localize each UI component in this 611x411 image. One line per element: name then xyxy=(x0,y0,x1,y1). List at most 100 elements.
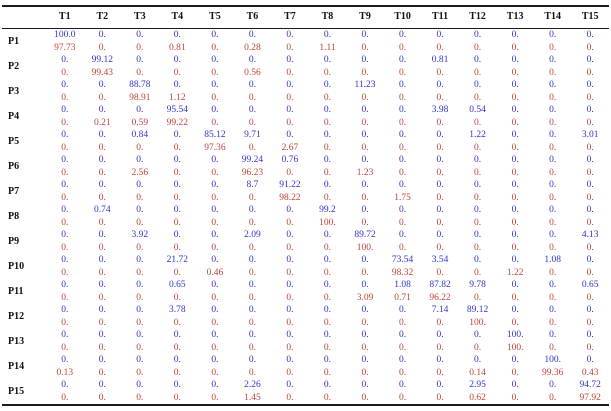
cell-p7-t9-blue: 0. xyxy=(361,180,369,190)
cell-p2-t8-red: 0. xyxy=(323,67,332,78)
table-row-p5-blue: P5 0. 0. 0.84 0. 85.12 9.71 0. 0. 0. 0. 0. 1.22 0. 0. 3… xyxy=(2,129,609,147)
cell-p12-t12-blue: 89.12 xyxy=(466,305,489,315)
table-row-p9-red: 0. 0. 0. 0. 0. 0. 0. 0. 100. 0. 0. 0. 0. 0. 0. xyxy=(2,242,609,255)
cell-p9-t8-red: 0. xyxy=(323,242,332,253)
cell-p10-t3-red: 0. xyxy=(136,267,144,278)
cell-p12-t7-blue: 0. xyxy=(286,305,294,315)
cell-p1-t6-red: 0.28 xyxy=(244,42,261,53)
cell-p14-t14-blue: 100. xyxy=(544,355,561,365)
cell-p11-t10-blue: 1.08 xyxy=(394,280,411,290)
cell-p2-t12-red: 0. xyxy=(474,67,482,78)
cell-p1-t4-red: 0.81 xyxy=(169,42,186,53)
cell-p9-t9-red: 100. xyxy=(356,242,374,253)
table-row-p12-blue: P12 0. 0. 0. 3.78 0. 0. 0. 0. 0. 0. 7.14 89.12 0. 0. 0. xyxy=(2,304,609,322)
cell-p15-t2-red: 0. xyxy=(98,392,106,403)
cell-p11-t13-blue: 0. xyxy=(511,280,519,290)
cell-p5-t3-red: 0. xyxy=(136,142,144,153)
cell-p2-t5-blue: 0. xyxy=(211,55,219,65)
cell-p4-t5-blue: 0. xyxy=(211,105,219,115)
cell-p11-t4-blue: 0.65 xyxy=(169,280,186,290)
cell-p1-t7-red: 0. xyxy=(286,42,294,53)
cell-p3-t11-blue: 0. xyxy=(436,80,444,90)
cell-p5-t1-red: 0. xyxy=(61,142,69,153)
cell-p8-t10-blue: 0. xyxy=(398,205,407,215)
cell-p1-t2-blue: 0. xyxy=(98,30,106,40)
cell-p15-t8-blue: 0. xyxy=(323,380,332,390)
row-label-p13: P13 xyxy=(8,336,25,347)
cell-p2-t15-blue: 0. xyxy=(586,55,594,65)
cell-p5-t8-blue: 0. xyxy=(323,130,332,140)
row-label-p10: P10 xyxy=(8,261,25,272)
column-header-t4: T4 xyxy=(158,6,197,29)
cell-p7-t7-blue: 91.22 xyxy=(279,180,301,190)
cell-p2-t2-red: 99.43 xyxy=(91,67,113,78)
cell-p8-t3-blue: 0. xyxy=(136,205,144,215)
cell-p2-t1-blue: 0. xyxy=(61,55,69,65)
cell-p9-t14-blue: 0. xyxy=(549,230,557,240)
cell-p4-t12-red: 0. xyxy=(474,117,482,128)
cell-p2-t7-blue: 0. xyxy=(286,55,294,65)
cell-p2-t4-blue: 0. xyxy=(173,55,181,65)
corner-cell xyxy=(2,6,46,29)
cell-p13-t15-red: 0. xyxy=(586,342,594,353)
cell-p3-t8-red: 0. xyxy=(323,92,332,103)
cell-p12-t3-red: 0. xyxy=(136,317,144,328)
cell-p4-t13-blue: 0. xyxy=(511,105,519,115)
cell-p15-t11-blue: 0. xyxy=(436,380,444,390)
row-label-p2: P2 xyxy=(8,61,20,72)
cell-p2-t2-blue: 99.12 xyxy=(91,55,113,65)
cell-p3-t7-blue: 0. xyxy=(286,80,294,90)
matrix-body: P1 100.0 0. 0. 0. 0. 0. 0. 0. 0. 0. 0. 0. 0. 0. 0. 97.73… xyxy=(2,29,609,406)
cell-p6-t15-red: 0. xyxy=(586,167,594,178)
cell-p7-t1-red: 0. xyxy=(61,192,69,203)
cell-p12-t15-blue: 0. xyxy=(586,305,594,315)
table-row-p7-red: 0. 0. 0. 0. 0. 0. 98.22 0. 0. 1.75 0. 0. 0. 0. 0. xyxy=(2,192,609,205)
cell-p9-t4-red: 0. xyxy=(173,242,181,253)
cell-p13-t5-red: 0. xyxy=(211,342,219,353)
cell-p13-t1-red: 0. xyxy=(61,342,69,353)
table-row-p2-red: 0. 99.43 0. 0. 0. 0.56 0. 0. 0. 0. 0. 0. 0. 0. 0. xyxy=(2,67,609,80)
cell-p15-t11-red: 0. xyxy=(436,392,444,403)
cell-p6-t15-blue: 0. xyxy=(586,155,594,165)
column-header-t13: T13 xyxy=(496,6,534,29)
cell-p12-t11-red: 0. xyxy=(436,317,444,328)
cell-p3-t12-red: 0. xyxy=(474,92,482,103)
cell-p8-t14-blue: 0. xyxy=(549,205,557,215)
cell-p13-t4-blue: 0. xyxy=(173,330,181,340)
cell-p8-t2-red: 0. xyxy=(98,217,106,228)
cell-p7-t3-red: 0. xyxy=(136,192,144,203)
column-header-t3: T3 xyxy=(121,6,159,29)
cell-p2-t7-red: 0. xyxy=(286,67,294,78)
cell-p5-t6-blue: 9.71 xyxy=(244,130,261,140)
cell-p5-t10-blue: 0. xyxy=(398,130,407,140)
cell-p1-t14-red: 0. xyxy=(549,42,557,53)
cell-p5-t9-red: 0. xyxy=(361,142,369,153)
cell-p4-t1-blue: 0. xyxy=(61,105,69,115)
cell-p8-t13-red: 0. xyxy=(511,217,519,228)
cell-p3-t1-red: 0. xyxy=(61,92,69,103)
cell-p8-t4-red: 0. xyxy=(173,217,181,228)
cell-p11-t9-blue: 0. xyxy=(361,280,369,290)
cell-p15-t14-blue: 0. xyxy=(549,380,557,390)
cell-p14-t12-red: 0.14 xyxy=(469,367,486,378)
cell-p6-t5-blue: 0. xyxy=(211,155,219,165)
cell-p13-t13-blue: 100. xyxy=(506,330,524,340)
cell-p13-t10-blue: 0. xyxy=(398,330,407,340)
cell-p10-t8-blue: 0. xyxy=(323,255,332,265)
cell-p1-t3-red: 0. xyxy=(136,42,144,53)
cell-p13-t3-blue: 0. xyxy=(136,330,144,340)
cell-p13-t3-red: 0. xyxy=(136,342,144,353)
cell-p12-t15-red: 0. xyxy=(586,317,594,328)
cell-p1-t3-blue: 0. xyxy=(136,30,144,40)
cell-p9-t3-red: 0. xyxy=(136,242,144,253)
cell-p14-t3-blue: 0. xyxy=(136,355,144,365)
cell-p15-t7-red: 0. xyxy=(286,392,294,403)
cell-p9-t15-blue: 4.13 xyxy=(581,230,599,240)
cell-p8-t7-red: 0. xyxy=(286,217,294,228)
cell-p15-t12-red: 0.62 xyxy=(469,392,486,403)
cell-p14-t4-blue: 0. xyxy=(173,355,181,365)
cell-p1-t6-blue: 0. xyxy=(248,30,256,40)
column-header-t8: T8 xyxy=(308,6,347,29)
cell-p9-t2-blue: 0. xyxy=(98,230,106,240)
cell-p6-t11-red: 0. xyxy=(436,167,444,178)
